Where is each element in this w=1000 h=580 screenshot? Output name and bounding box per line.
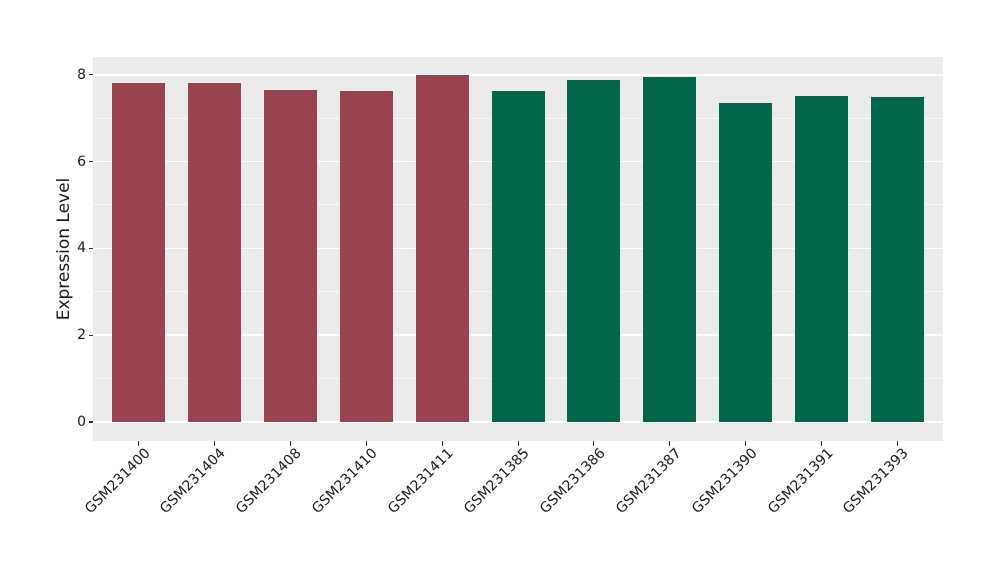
bar-GSM231400: [112, 83, 166, 422]
x-tick-mark: [365, 441, 367, 446]
y-tick-label: 2: [77, 327, 86, 344]
bar-GSM231385: [491, 90, 545, 422]
bar-GSM231391: [795, 95, 849, 422]
plot-panel: [93, 57, 943, 441]
x-tick-mark: [138, 441, 140, 446]
bar-GSM231404: [187, 82, 241, 422]
bar-GSM231410: [339, 90, 393, 422]
x-tick-mark: [517, 441, 519, 446]
bar-GSM231387: [643, 76, 697, 422]
y-tick-label: 4: [77, 240, 86, 257]
y-tick-mark: [88, 421, 93, 423]
major-gridline: [93, 421, 943, 423]
bar-GSM231408: [263, 89, 317, 422]
y-tick-mark: [88, 161, 93, 163]
x-tick-label-GSM231400: GSM231400: [81, 445, 154, 517]
y-tick-mark: [88, 334, 93, 336]
major-gridline: [93, 74, 943, 76]
x-tick-mark: [745, 441, 747, 446]
bar-GSM231390: [719, 103, 773, 422]
y-tick-label: 6: [77, 153, 86, 170]
bar-GSM231411: [415, 74, 469, 422]
y-tick-mark: [88, 74, 93, 76]
y-tick-label: 8: [77, 66, 86, 83]
x-tick-mark: [289, 441, 291, 446]
x-tick-mark: [669, 441, 671, 446]
x-tick-mark: [213, 441, 216, 446]
bar-GSM231393: [870, 96, 924, 422]
x-tick-mark: [821, 441, 823, 446]
y-tick-mark: [88, 247, 93, 249]
y-tick-label: 0: [77, 413, 86, 430]
x-tick-mark: [441, 441, 443, 446]
x-tick-mark: [896, 441, 899, 446]
x-tick-mark: [593, 441, 595, 446]
bar-GSM231386: [567, 79, 621, 422]
